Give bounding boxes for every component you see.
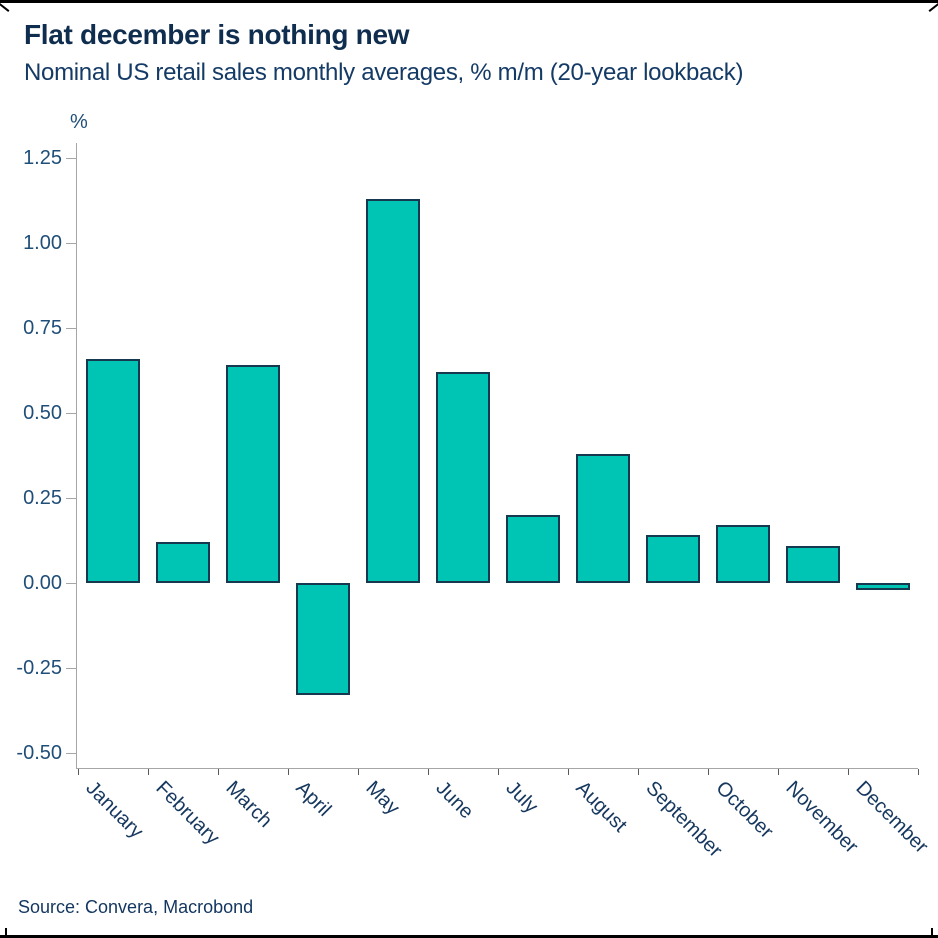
x-axis-label-june: June [431,777,478,824]
x-axis-label-may: May [361,777,404,820]
x-axis-line [76,768,918,769]
frame-corner-mark [931,928,933,935]
y-axis-line [76,143,77,768]
y-axis-tick [66,328,76,329]
bar-june [436,372,490,583]
bar-september [646,535,700,583]
bar-november [786,545,840,583]
y-axis-unit-label: % [70,111,88,133]
x-axis-label-january: January [81,777,148,843]
y-axis-tick-label: 1.25 [23,147,62,169]
y-axis-tick-label: 0.75 [23,317,62,339]
bar-october [716,525,770,583]
x-axis-tick [918,769,919,775]
x-axis-label-april: April [291,777,336,821]
bar-february [156,542,210,583]
x-axis-label-august: August [571,777,632,837]
x-axis-label-december: December [851,777,933,858]
bar-january [86,358,140,583]
y-axis-tick [66,243,76,244]
x-axis-label-february: February [151,777,224,850]
x-axis-label-march: March [221,777,277,832]
x-axis-tick [358,769,359,775]
x-axis-tick [288,769,289,775]
x-axis-tick [78,769,79,775]
y-axis-tick-label: 0.00 [23,572,62,594]
y-axis-tick [66,668,76,669]
x-axis-label-july: July [501,777,543,818]
chart-title: Flat december is nothing new [24,19,410,50]
bar-march [226,365,280,583]
bar-december [856,583,910,590]
y-axis-tick [66,498,76,499]
x-axis-tick [568,769,569,775]
bar-july [506,515,560,583]
x-axis-tick [848,769,849,775]
frame-corner-mark [5,928,7,935]
y-axis-tick-label: 0.50 [23,402,62,424]
x-axis-tick [638,769,639,775]
chart-subtitle: Nominal US retail sales monthly averages… [24,59,744,86]
x-axis-tick [778,769,779,775]
y-axis-tick-label: -0.25 [16,657,62,679]
bar-may [366,198,420,583]
source-text: Source: Convera, Macrobond [18,897,254,917]
y-axis-tick-label: -0.50 [16,742,62,764]
x-axis-label-november: November [781,777,863,858]
y-axis-tick [66,413,76,414]
y-axis-tick-label: 1.00 [23,232,62,254]
x-axis-tick [708,769,709,775]
y-axis-tick [66,753,76,754]
plot-area: 1.25 1.00 0.75 0.50 0.25 0.00 -0.25 -0.50 Januar… [0,3,938,935]
x-axis-label-october: October [711,777,778,843]
y-axis-tick-label: 0.25 [23,487,62,509]
y-axis-tick [66,158,76,159]
x-axis-tick [498,769,499,775]
bar-april [296,583,350,696]
x-axis-tick [148,769,149,775]
bar-august [576,453,630,583]
x-axis-tick [218,769,219,775]
x-axis-tick [428,769,429,775]
y-axis-tick [66,583,76,584]
